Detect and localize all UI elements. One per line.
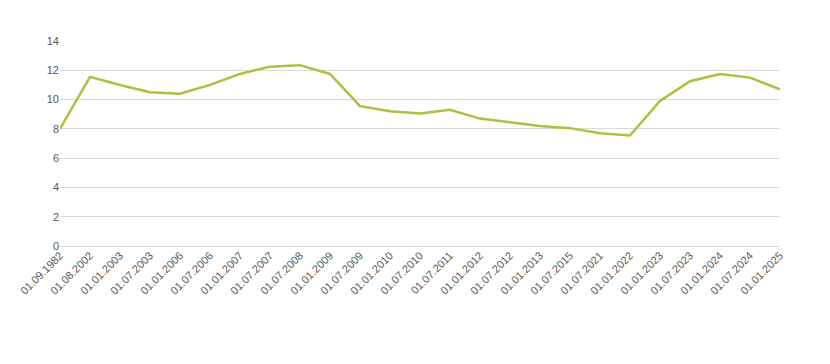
svg-text:01.07.2003: 01.07.2003 [108, 249, 155, 296]
svg-text:01.01.2006: 01.01.2006 [138, 249, 185, 296]
svg-text:01.09.1982: 01.09.1982 [18, 249, 65, 296]
svg-text:01.01.2003: 01.01.2003 [78, 249, 125, 296]
svg-text:14: 14 [47, 35, 59, 47]
svg-text:10: 10 [47, 93, 59, 105]
svg-text:01.07.2015: 01.07.2015 [528, 249, 575, 296]
svg-text:01.07.2012: 01.07.2012 [468, 249, 515, 296]
svg-text:01.01.2010: 01.01.2010 [348, 249, 395, 296]
svg-text:01.07.2021: 01.07.2021 [558, 249, 605, 296]
svg-text:01.01.2012: 01.01.2012 [438, 249, 485, 296]
svg-text:01.07.2023: 01.07.2023 [648, 249, 695, 296]
svg-text:01.01.2022: 01.01.2022 [588, 249, 635, 296]
svg-text:01.07.2008: 01.07.2008 [258, 249, 305, 296]
svg-text:01.01.2024: 01.01.2024 [678, 249, 725, 296]
svg-text:01.07.2009: 01.07.2009 [318, 249, 365, 296]
svg-text:0: 0 [53, 240, 59, 252]
svg-text:12: 12 [47, 64, 59, 76]
svg-text:01.08.2002: 01.08.2002 [48, 249, 95, 296]
svg-text:01.01.2013: 01.01.2013 [498, 249, 545, 296]
svg-text:2: 2 [53, 211, 59, 223]
svg-text:01.01.2025: 01.01.2025 [738, 249, 785, 296]
svg-text:01.01.2023: 01.01.2023 [618, 249, 665, 296]
svg-text:01.07.2010: 01.07.2010 [378, 249, 425, 296]
svg-text:01.01.2009: 01.01.2009 [288, 249, 335, 296]
svg-text:01.01.2007: 01.01.2007 [198, 249, 245, 296]
svg-text:8: 8 [53, 123, 59, 135]
svg-text:6: 6 [53, 152, 59, 164]
svg-text:01.07.2011: 01.07.2011 [408, 249, 455, 296]
svg-text:01.07.2006: 01.07.2006 [168, 249, 215, 296]
svg-text:01.07.2007: 01.07.2007 [228, 249, 275, 296]
svg-text:01.07.2024: 01.07.2024 [708, 249, 755, 296]
svg-text:4: 4 [53, 181, 59, 193]
